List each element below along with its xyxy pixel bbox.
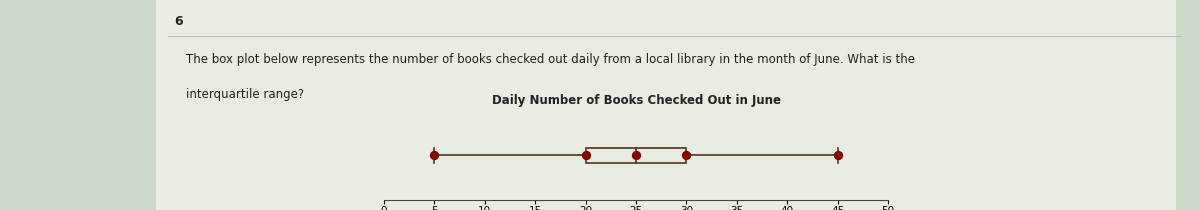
Point — [828, 154, 847, 157]
Title: Daily Number of Books Checked Out in June: Daily Number of Books Checked Out in Jun… — [492, 94, 780, 107]
Point — [677, 154, 696, 157]
Text: The box plot below represents the number of books checked out daily from a local: The box plot below represents the number… — [186, 52, 916, 66]
Text: interquartile range?: interquartile range? — [186, 88, 304, 101]
Point — [626, 154, 646, 157]
Point — [425, 154, 444, 157]
Point — [576, 154, 595, 157]
Text: 6: 6 — [174, 15, 182, 28]
